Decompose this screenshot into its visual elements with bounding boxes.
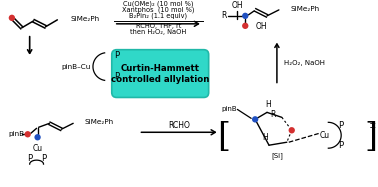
- Circle shape: [242, 23, 248, 29]
- Text: [Si]: [Si]: [271, 152, 283, 159]
- Text: controlled allylation: controlled allylation: [111, 75, 209, 84]
- Text: P: P: [338, 141, 343, 150]
- Text: R: R: [221, 11, 226, 20]
- Text: P: P: [114, 72, 119, 81]
- FancyBboxPatch shape: [112, 50, 209, 97]
- Text: P: P: [27, 154, 32, 163]
- Text: P: P: [41, 154, 46, 163]
- Text: SiMe₂Ph: SiMe₂Ph: [84, 119, 113, 125]
- Circle shape: [34, 134, 41, 140]
- Text: [: [: [217, 121, 230, 153]
- Text: ]: ]: [364, 121, 377, 153]
- Circle shape: [252, 116, 258, 122]
- Text: OH: OH: [255, 22, 267, 31]
- Text: pinB: pinB: [222, 106, 237, 112]
- Text: Cu: Cu: [33, 144, 43, 153]
- Text: SiMe₂Ph: SiMe₂Ph: [70, 16, 100, 22]
- Text: SiMe₂Ph: SiMe₂Ph: [290, 6, 319, 12]
- Text: B₂Pin₂ (1.1 equiv): B₂Pin₂ (1.1 equiv): [129, 13, 187, 19]
- Text: R: R: [270, 110, 276, 119]
- Text: Cu(OMe)₂ (10 mol %): Cu(OMe)₂ (10 mol %): [123, 1, 194, 7]
- Text: RCHO: RCHO: [168, 121, 190, 130]
- Text: Cu: Cu: [319, 131, 330, 140]
- Circle shape: [242, 13, 248, 19]
- Circle shape: [288, 127, 295, 134]
- Text: Xantphos  (10 mol %): Xantphos (10 mol %): [122, 7, 195, 13]
- Circle shape: [9, 15, 15, 21]
- Text: H: H: [265, 100, 271, 109]
- Text: RCHO, THF, rt: RCHO, THF, rt: [136, 23, 181, 29]
- Text: Curtin-Hammett: Curtin-Hammett: [121, 64, 200, 73]
- Text: H₂O₂, NaOH: H₂O₂, NaOH: [284, 60, 325, 66]
- Text: ‡: ‡: [370, 120, 376, 130]
- Text: P: P: [338, 121, 343, 130]
- Text: pinB: pinB: [8, 131, 24, 137]
- Text: then H₂O₂, NaOH: then H₂O₂, NaOH: [130, 29, 186, 35]
- Text: H: H: [262, 133, 268, 142]
- Circle shape: [25, 131, 31, 137]
- Text: pinB–Cu: pinB–Cu: [61, 64, 91, 70]
- Text: P: P: [114, 51, 119, 60]
- Text: OH: OH: [232, 1, 243, 10]
